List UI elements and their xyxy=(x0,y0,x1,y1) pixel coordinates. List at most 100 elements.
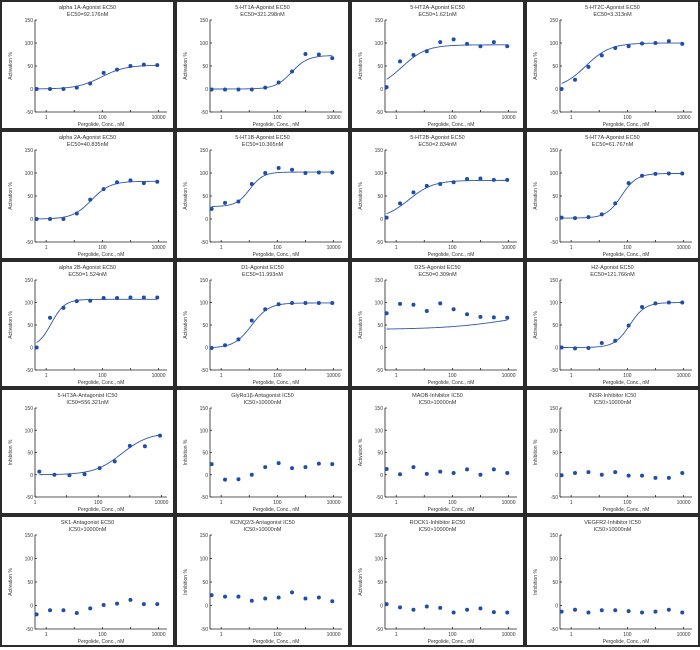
data-point xyxy=(491,177,496,182)
chart-panel: 5-HT2C-Agonist EC50 EC50=3.313nM -50 0 50 100… xyxy=(525,0,700,130)
data-point xyxy=(48,217,53,221)
y-tick-label: 100 xyxy=(200,428,209,434)
x-tick-label: 100 xyxy=(273,632,282,638)
y-tick-label: -50 xyxy=(376,495,383,501)
data-point xyxy=(74,85,79,90)
y-axis-label: Activation % xyxy=(183,182,189,210)
data-point xyxy=(290,466,295,471)
x-tick-label: 1 xyxy=(220,115,223,121)
y-tick-label: -50 xyxy=(201,110,208,116)
data-point xyxy=(209,462,214,467)
data-point xyxy=(303,52,308,57)
y-tick-label: -50 xyxy=(376,627,383,633)
data-point xyxy=(505,610,510,615)
chart-subtitle: EC50=321.298nM xyxy=(240,12,285,18)
data-point xyxy=(155,295,160,300)
chart-title: KCNQ2/3-Antagonist IC50 xyxy=(230,520,295,526)
data-point xyxy=(680,300,685,305)
y-tick-label: -50 xyxy=(551,240,558,246)
y-tick-label: 150 xyxy=(375,533,384,539)
y-tick-label: 100 xyxy=(375,301,384,307)
x-tick-label: 1 xyxy=(395,245,398,251)
data-point xyxy=(88,606,93,611)
chart-title: 5-HT2B-Agonist EC50 xyxy=(410,135,464,141)
x-axis-label: Pergolide, Conc., nM xyxy=(253,380,300,386)
data-point xyxy=(411,190,416,195)
data-point xyxy=(209,593,214,598)
x-tick-label: 100 xyxy=(273,115,282,121)
data-point xyxy=(263,171,268,175)
chart-subtitle: IC50>10000nM xyxy=(69,527,107,533)
data-point xyxy=(680,171,685,176)
y-tick-label: 150 xyxy=(200,406,209,412)
data-point xyxy=(398,472,403,477)
data-point xyxy=(290,590,295,595)
y-tick-label: 0 xyxy=(205,346,208,352)
y-tick-label: 100 xyxy=(550,428,559,434)
x-tick-label: 1 xyxy=(220,245,223,251)
data-point xyxy=(640,173,645,178)
data-point xyxy=(223,594,228,599)
chart-panel: 5-HT7A-Agonist EC50 EC50=61.767nM -50 0 50 10… xyxy=(525,130,700,260)
y-tick-label: 150 xyxy=(550,148,559,154)
chart-panel: alpha 2A-Agonist EC50 EC50=40.835nM -50 0 50… xyxy=(0,130,175,260)
data-point xyxy=(505,470,510,475)
y-tick-label: 0 xyxy=(380,346,383,352)
data-point xyxy=(276,595,281,600)
y-tick-label: 50 xyxy=(552,64,558,70)
data-point xyxy=(451,37,456,42)
data-point xyxy=(330,462,335,467)
data-point xyxy=(37,469,42,474)
data-point xyxy=(411,465,416,470)
data-point xyxy=(141,602,146,607)
x-tick-label: 10000 xyxy=(502,373,516,379)
data-point xyxy=(88,298,93,303)
chart-subtitle: EC50=61.767nM xyxy=(592,142,634,148)
data-point xyxy=(559,87,564,91)
data-point xyxy=(330,599,335,604)
data-point xyxy=(680,41,685,46)
chart-title: SK1-Antagonist EC50 xyxy=(61,520,115,526)
x-tick-label: 100 xyxy=(273,500,282,506)
x-tick-label: 10000 xyxy=(502,632,516,638)
y-tick-label: 50 xyxy=(27,64,33,70)
data-point xyxy=(61,217,66,221)
data-point xyxy=(263,465,268,470)
y-tick-label: 100 xyxy=(200,301,209,307)
data-point xyxy=(209,345,214,350)
y-tick-label: -50 xyxy=(551,495,558,501)
data-point xyxy=(157,433,162,438)
data-point xyxy=(290,300,295,305)
chart-subtitle: IC50>10000nM xyxy=(244,400,282,406)
x-tick-label: 10000 xyxy=(677,500,691,506)
chart-subtitle: IC50=556.321nM xyxy=(66,400,109,406)
x-axis-label: Pergolide, Conc., nM xyxy=(253,252,300,258)
data-point xyxy=(303,171,308,175)
y-axis-label: Activation % xyxy=(358,438,364,466)
data-point xyxy=(52,472,57,477)
chart-panel: D2S-Agonist EC50 EC50=0.309nM -50 0 50 100 150… xyxy=(350,260,525,388)
data-point xyxy=(263,307,268,312)
x-axis-label: Pergolide, Conc., nM xyxy=(253,122,300,128)
chart-panel: 5-HT1A-Agonist EC50 EC50=321.298nM -50 0 50 1… xyxy=(175,0,350,130)
y-tick-label: 100 xyxy=(375,41,384,47)
y-tick-label: 150 xyxy=(375,148,384,154)
data-point xyxy=(276,302,281,307)
x-axis-label: Pergolide, Conc., nM xyxy=(603,639,650,645)
data-point xyxy=(438,469,443,474)
data-point xyxy=(465,41,470,46)
data-point xyxy=(398,301,403,306)
data-point xyxy=(613,608,618,613)
x-axis-label: Pergolide, Conc., nM xyxy=(428,380,475,386)
data-point xyxy=(384,215,389,220)
data-point xyxy=(505,44,510,49)
data-point xyxy=(491,467,496,472)
y-tick-label: 100 xyxy=(550,171,559,177)
data-point xyxy=(330,170,335,175)
fit-curve xyxy=(211,55,333,90)
data-point xyxy=(263,85,268,90)
